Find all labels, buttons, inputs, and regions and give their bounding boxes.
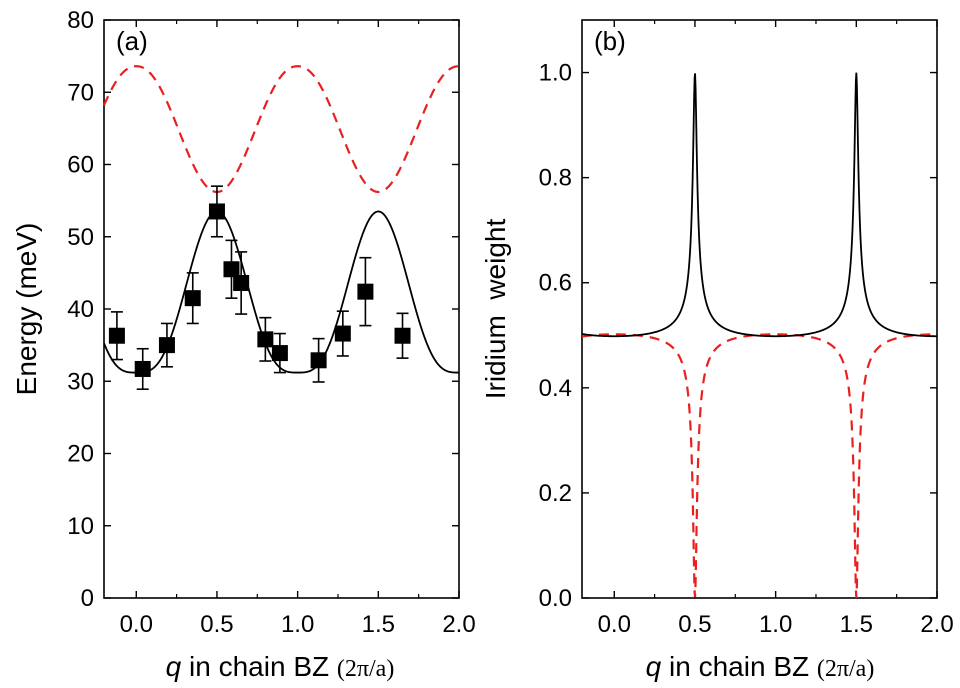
data-point: [208, 185, 225, 238]
data-point: [184, 272, 201, 325]
y-tick-label: 60: [67, 152, 94, 179]
data-point-marker: [184, 290, 201, 307]
panel-b-label: (b): [594, 26, 626, 56]
panel-b-x-axis-title: q in chain BZ (2π/a): [646, 651, 875, 682]
panel-b-frame: [581, 19, 938, 599]
x-tick-label: 1.0: [281, 611, 314, 638]
panel-a-x-var: q: [166, 651, 182, 682]
panel-b: 0.0 0.2 0.4 0.6 0.8 1.0 0.0 0.5 1.0 1.5 2.0 (b) I…: [480, 19, 954, 682]
data-point: [223, 239, 240, 299]
y-tick-label: 10: [67, 513, 94, 540]
x-tick-label: 2.0: [442, 611, 475, 638]
x-tick-label: 0.5: [200, 611, 233, 638]
data-point: [134, 347, 151, 390]
panel-b-x-unit: (2π/a): [817, 656, 874, 682]
panel-b-y-axis-title: Iridium weight: [480, 219, 511, 400]
data-point: [233, 251, 250, 315]
data-point: [158, 322, 175, 368]
panel-a-x-axis-title: q in chain BZ (2π/a): [166, 651, 395, 682]
y-tick-label: 0.6: [539, 270, 572, 297]
data-point-marker: [257, 331, 274, 348]
panel-a-label: (a): [116, 26, 148, 56]
y-tick-label: 0: [81, 585, 94, 612]
panel-a: 0 10 20 30 40 50 60 70 80 0.0 0.5 1.0 1.5 2.0 (a) En…: [11, 7, 476, 682]
data-point: [257, 316, 274, 362]
y-tick-label: 70: [67, 79, 94, 106]
data-point-marker: [108, 327, 125, 344]
panel-a-lower-branch-line: [103, 210, 459, 374]
data-point-marker: [158, 337, 175, 354]
data-point: [394, 312, 411, 359]
x-tick-label: 1.5: [840, 611, 873, 638]
panel-a-x-unit: (2π/a): [337, 656, 394, 682]
data-point-marker: [208, 203, 225, 220]
x-tick-label: 2.0: [920, 611, 953, 638]
y-tick-label: 20: [67, 441, 94, 468]
x-tick-label: 1.0: [759, 611, 792, 638]
y-tick-label: 0.0: [539, 585, 572, 612]
data-point-marker: [223, 261, 240, 278]
panel-b-lower-weight-line: [581, 72, 937, 338]
data-point: [334, 310, 351, 357]
data-point-marker: [233, 274, 250, 291]
x-tick-label: 0.5: [678, 611, 711, 638]
panel-b-x-var: q: [646, 651, 662, 682]
data-point: [271, 332, 288, 374]
data-point-marker: [334, 325, 351, 342]
data-point-marker: [310, 352, 327, 369]
data-point-marker: [134, 360, 151, 377]
data-point: [357, 256, 374, 327]
data-point-marker: [394, 327, 411, 344]
panel-b-x-text: in chain BZ: [661, 651, 817, 682]
y-tick-label: 0.4: [539, 375, 572, 402]
panel-a-frame: [103, 19, 460, 599]
y-tick-label: 80: [67, 7, 94, 34]
data-point: [108, 311, 125, 361]
data-point: [310, 337, 327, 383]
y-tick-label: 40: [67, 296, 94, 323]
panel-a-upper-branch-line: [102, 65, 459, 194]
y-tick-label: 50: [67, 224, 94, 251]
y-tick-label: 1.0: [539, 60, 572, 87]
x-tick-label: 0.0: [598, 611, 631, 638]
panel-a-y-axis-title: Energy (meV): [11, 223, 42, 396]
x-tick-label: 0.0: [120, 611, 153, 638]
x-tick-label: 1.5: [362, 611, 395, 638]
panel-b-upper-weight-line: [581, 333, 937, 598]
panel-a-x-text: in chain BZ: [181, 651, 337, 682]
y-tick-label: 30: [67, 368, 94, 395]
y-tick-label: 0.8: [539, 165, 572, 192]
data-point-marker: [271, 345, 288, 362]
y-tick-label: 0.2: [539, 480, 572, 507]
data-point-marker: [357, 283, 374, 300]
